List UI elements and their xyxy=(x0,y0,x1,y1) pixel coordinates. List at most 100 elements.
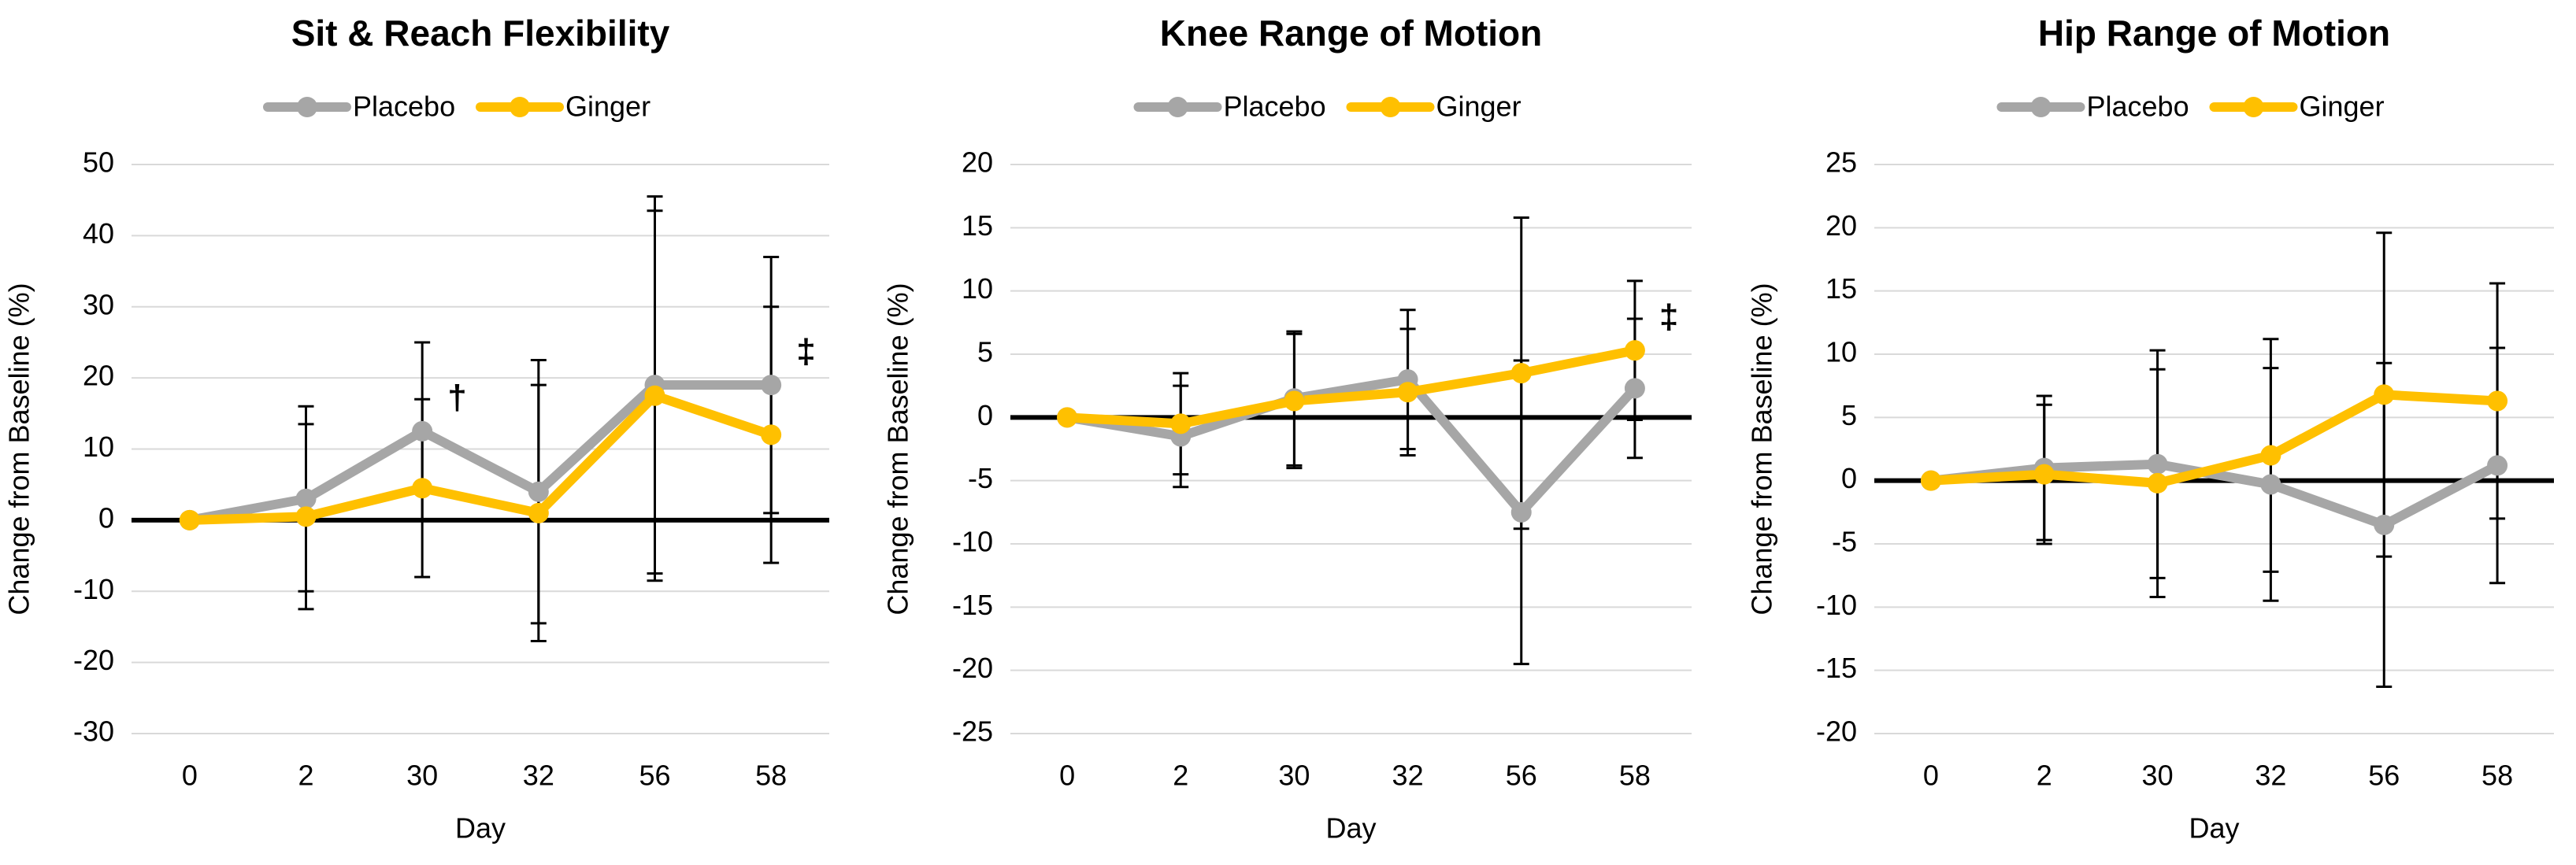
data-point xyxy=(2033,464,2055,485)
panel: Knee Range of Motion Placebo Ginger -25 -20 -… xyxy=(882,13,1692,845)
legend-marker xyxy=(2243,97,2264,117)
y-tick-label: -20 xyxy=(1816,715,1857,748)
chart-title: Hip Range of Motion xyxy=(2038,13,2390,54)
x-tick-label: 58 xyxy=(2481,760,2513,792)
data-point xyxy=(179,509,200,530)
legend-label: Placebo xyxy=(1224,91,1326,123)
y-tick-label: 30 xyxy=(83,288,114,320)
y-tick-label: 10 xyxy=(83,431,114,463)
y-tick-label: 20 xyxy=(83,360,114,392)
chart-title: Knee Range of Motion xyxy=(1160,13,1543,54)
data-point xyxy=(2260,445,2281,466)
data-point xyxy=(1510,501,1532,523)
y-axis-title: Change from Baseline (%) xyxy=(882,283,914,615)
series-line xyxy=(1066,346,1636,429)
y-tick-label: 0 xyxy=(98,501,114,534)
x-tick-label: 0 xyxy=(1923,760,1939,792)
y-tick-label: -10 xyxy=(1816,589,1857,621)
y-tick-label: 40 xyxy=(83,217,114,250)
y-tick-label: -5 xyxy=(1832,526,1857,558)
data-point xyxy=(2260,474,2281,495)
legend-label: Ginger xyxy=(2300,91,2385,123)
annotation: ‡ xyxy=(1659,298,1678,336)
annotation: † xyxy=(447,379,466,417)
x-tick-label: 32 xyxy=(2255,760,2286,792)
series-line xyxy=(1930,459,2500,530)
data-point xyxy=(2487,390,2508,412)
data-point xyxy=(644,385,665,406)
y-tick-label: -20 xyxy=(73,644,114,676)
y-tick-label: 25 xyxy=(1825,146,1857,179)
legend-label: Ginger xyxy=(565,91,650,123)
series-line xyxy=(188,380,772,525)
legend-label: Placebo xyxy=(353,91,455,123)
x-tick-label: 30 xyxy=(2142,760,2174,792)
annotation: ‡ xyxy=(796,332,815,371)
y-tick-label: 15 xyxy=(1825,272,1857,305)
x-axis-title: Day xyxy=(455,812,506,845)
y-tick-label: -10 xyxy=(73,573,114,605)
y-tick-label: 20 xyxy=(962,146,993,179)
chart-title: Sit & Reach Flexibility xyxy=(291,13,670,54)
y-tick-label: -10 xyxy=(952,526,993,558)
series-line xyxy=(189,390,773,525)
y-tick-label: 20 xyxy=(1825,209,1857,242)
legend-label: Ginger xyxy=(1436,91,1522,123)
x-tick-label: 2 xyxy=(2037,760,2052,792)
data-point xyxy=(1284,390,1305,412)
y-tick-label: -30 xyxy=(73,715,114,748)
legend-marker xyxy=(510,97,530,117)
x-tick-label: 32 xyxy=(1392,760,1424,792)
legend-marker xyxy=(297,97,317,117)
y-tick-label: -15 xyxy=(1816,652,1857,684)
series-line xyxy=(1930,390,2498,488)
y-tick-label: 50 xyxy=(83,146,114,179)
data-point xyxy=(1170,413,1192,434)
data-point xyxy=(1397,382,1418,403)
data-point xyxy=(2487,455,2508,476)
x-tick-label: 58 xyxy=(1619,760,1651,792)
x-tick-label: 30 xyxy=(406,760,438,792)
panel: Hip Range of Motion Placebo Ginger -20 -15 -1… xyxy=(1746,13,2554,845)
data-point xyxy=(1510,363,1532,384)
legend-marker xyxy=(2030,97,2052,117)
x-tick-label: 56 xyxy=(1506,760,1537,792)
data-point xyxy=(1920,470,1941,491)
series-line xyxy=(1066,375,1639,517)
y-tick-label: -15 xyxy=(952,589,993,621)
x-tick-label: 30 xyxy=(1278,760,1310,792)
data-point xyxy=(412,420,433,442)
data-point xyxy=(528,502,549,523)
data-point xyxy=(1624,378,1645,399)
y-axis-title: Change from Baseline (%) xyxy=(1746,283,1778,615)
x-tick-label: 56 xyxy=(2368,760,2400,792)
data-point xyxy=(1624,340,1645,361)
x-tick-label: 0 xyxy=(182,760,198,792)
panel: Sit & Reach Flexibility Placebo Ginger -30 -… xyxy=(3,13,829,845)
y-tick-label: 0 xyxy=(1841,462,1857,494)
data-point xyxy=(2374,384,2395,405)
x-tick-label: 0 xyxy=(1059,760,1075,792)
data-point xyxy=(1057,407,1078,428)
x-axis-title: Day xyxy=(2189,812,2239,845)
data-point xyxy=(2374,514,2395,535)
y-axis-title: Change from Baseline (%) xyxy=(3,283,35,615)
y-tick-label: 15 xyxy=(962,209,993,242)
legend-marker xyxy=(1380,97,1401,117)
data-point xyxy=(528,481,549,502)
y-tick-label: 10 xyxy=(962,272,993,305)
y-tick-label: -20 xyxy=(952,652,993,684)
data-point xyxy=(761,424,782,445)
y-tick-label: 5 xyxy=(1841,399,1857,431)
legend-label: Placebo xyxy=(2087,91,2189,123)
y-tick-label: 0 xyxy=(977,399,993,431)
x-tick-label: 2 xyxy=(1173,760,1188,792)
y-tick-label: -25 xyxy=(952,715,993,748)
data-point xyxy=(2147,472,2168,493)
x-tick-label: 32 xyxy=(523,760,554,792)
data-point xyxy=(412,478,433,499)
data-point xyxy=(295,488,317,509)
x-tick-label: 58 xyxy=(755,760,787,792)
